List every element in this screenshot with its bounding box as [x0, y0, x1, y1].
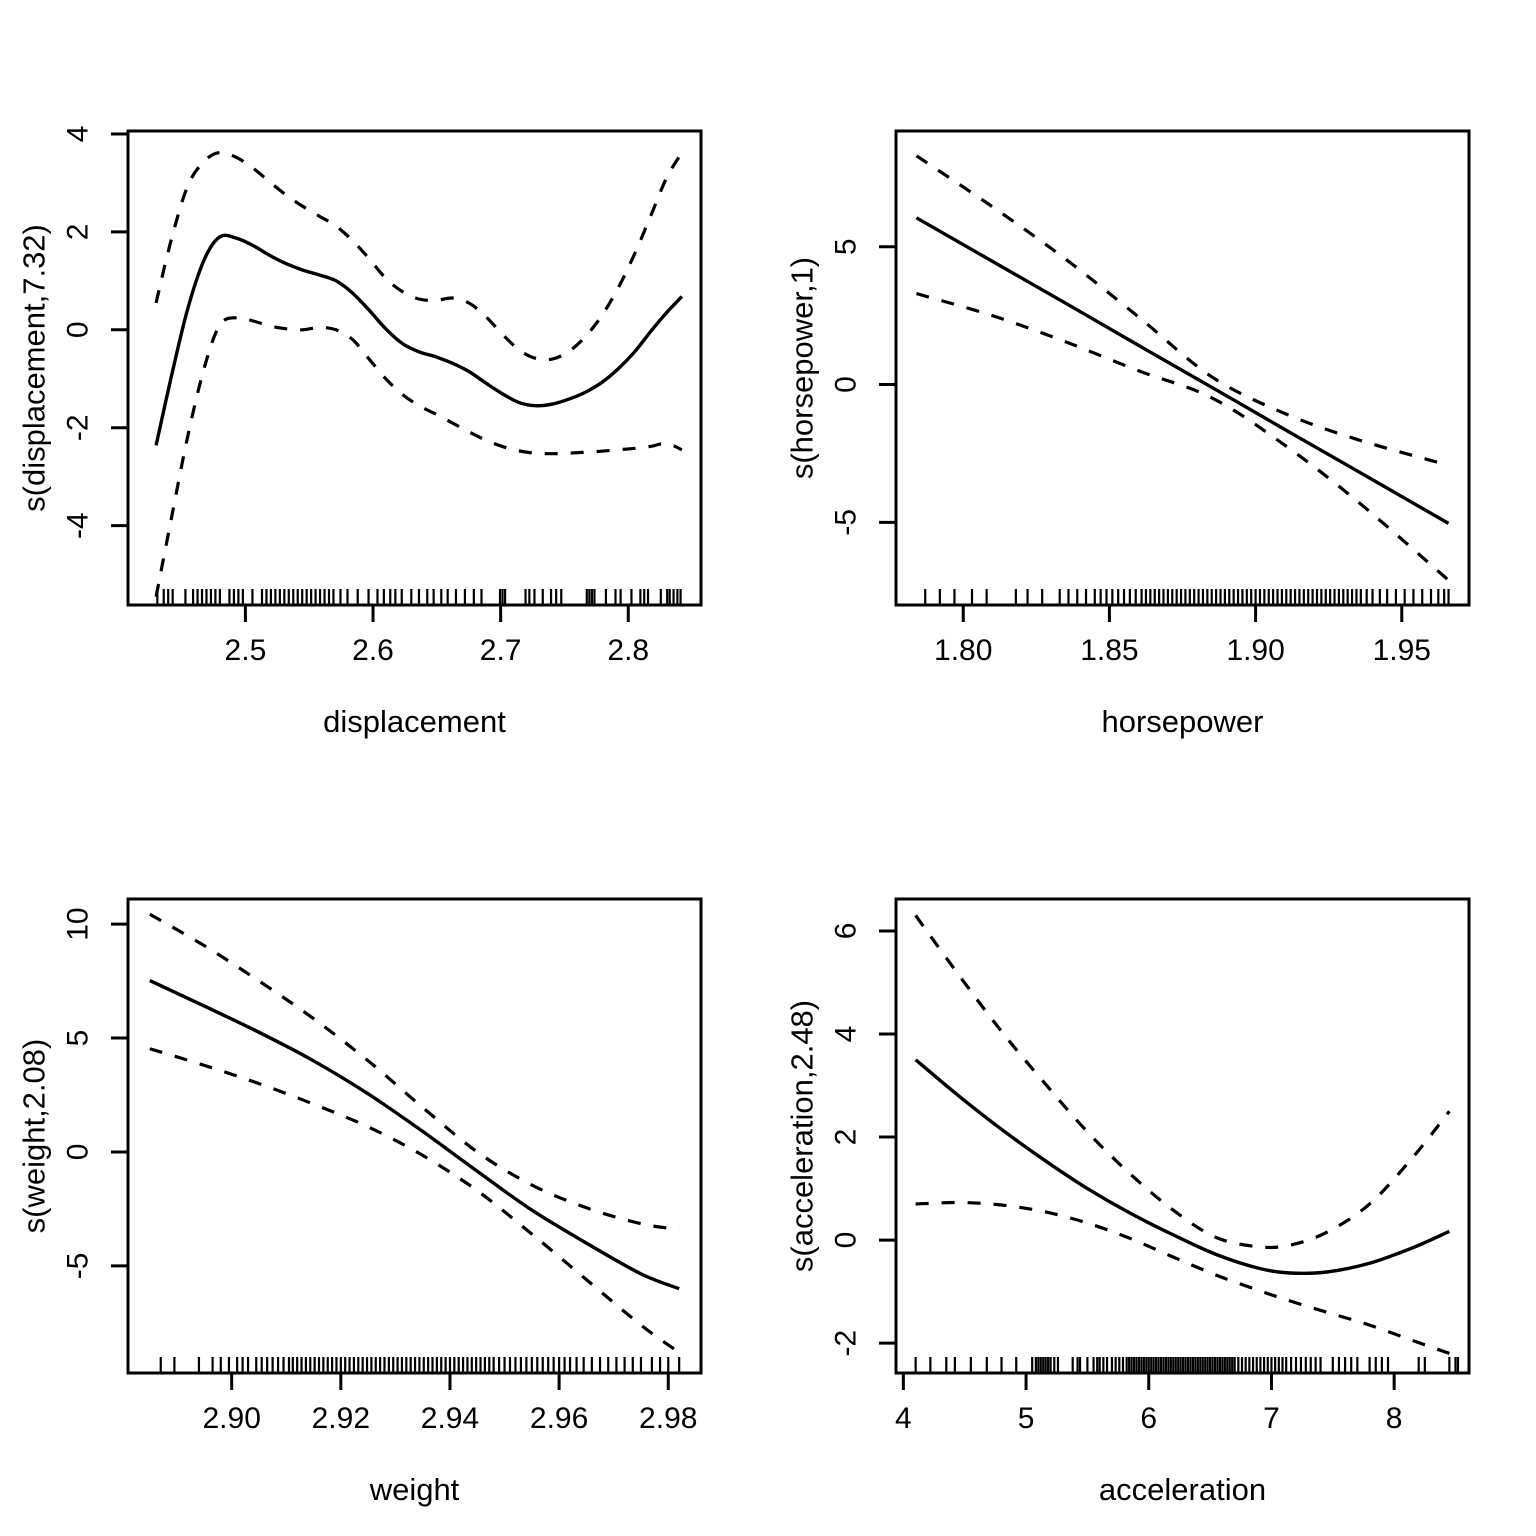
x-axis-title: horsepower [1102, 704, 1264, 739]
y-tick-label: 0 [830, 1232, 863, 1249]
y-axis-title: s(weight,2.08) [17, 1039, 52, 1234]
plot-box [894, 897, 1471, 1375]
y-tick-label: 6 [830, 923, 863, 940]
plot-box [894, 129, 1471, 607]
upper-ci-line [915, 154, 1449, 467]
x-tick-label: 8 [1386, 1402, 1403, 1435]
x-tick-label: 7 [1263, 1402, 1280, 1435]
rug-marks [156, 589, 682, 604]
fit-line [149, 979, 680, 1291]
lower-ci-line [149, 1047, 681, 1354]
y-tick-label: 2 [62, 224, 95, 241]
lower-ci-line [916, 292, 1450, 582]
fit-line [154, 233, 684, 446]
y-tick-label: 10 [62, 907, 95, 940]
x-axis-title: weight [369, 1472, 460, 1507]
y-axis-title: s(acceleration,2.48) [785, 1000, 820, 1272]
fit-line [914, 1058, 1451, 1276]
y-tick-label: 4 [62, 126, 95, 143]
x-tick-label: 5 [1018, 1402, 1035, 1435]
y-tick-label: 0 [830, 376, 863, 393]
y-tick-label: -5 [62, 1253, 95, 1280]
y-axis-title: s(horsepower,1) [785, 257, 820, 479]
x-axis-title: acceleration [1099, 1472, 1266, 1507]
lower-ci-line [915, 1200, 1450, 1355]
panel-s-acceleration: 4 5 6 7 8 -2 0 2 4 6 acceleration s(acceleration,2.… [768, 768, 1536, 1536]
x-tick-label: 2.90 [202, 1402, 260, 1435]
y-tick-label: 5 [830, 238, 863, 255]
y-tick-label: 0 [62, 321, 95, 338]
plot-box [126, 897, 703, 1375]
y-tick-label: 2 [830, 1129, 863, 1146]
plot-svg-acceleration: 4 5 6 7 8 -2 0 2 4 6 acceleration s(acceleration,2.… [785, 897, 1471, 1507]
y-tick-label: -5 [830, 509, 863, 536]
x-tick-label: 1.90 [1226, 634, 1284, 667]
x-tick-label: 2.94 [421, 1402, 479, 1435]
panel-s-horsepower: 1.80 1.85 1.90 1.95 -5 0 5 horsepower s(horsepow… [768, 0, 1536, 768]
panel-s-displacement: 2.5 2.6 2.7 2.8 -4 -2 0 2 4 displacement s(displac… [0, 0, 768, 768]
y-tick-label: -2 [830, 1330, 863, 1357]
y-tick-label: 0 [62, 1144, 95, 1161]
x-tick-label: 2.92 [312, 1402, 370, 1435]
panel-s-weight: 2.90 2.92 2.94 2.96 2.98 -5 0 5 10 weight s(weight… [0, 768, 768, 1536]
plot-svg-weight: 2.90 2.92 2.94 2.96 2.98 -5 0 5 10 weight s(weight… [17, 897, 703, 1507]
y-axis-title: s(displacement,7.32) [17, 224, 52, 512]
upper-ci-line [149, 912, 680, 1231]
upper-ci-line [914, 914, 1451, 1250]
x-axis-title: displacement [323, 704, 506, 739]
x-tick-label: 1.95 [1373, 634, 1431, 667]
x-tick-label: 2.7 [480, 634, 522, 667]
x-tick-label: 2.6 [352, 634, 394, 667]
rug-marks [924, 589, 1450, 604]
plot-svg-horsepower: 1.80 1.85 1.90 1.95 -5 0 5 horsepower s(horsepow… [785, 129, 1471, 739]
x-tick-label: 1.85 [1080, 634, 1138, 667]
x-tick-label: 2.98 [639, 1402, 697, 1435]
x-tick-label: 2.8 [607, 634, 649, 667]
x-tick-label: 2.96 [530, 1402, 588, 1435]
fit-line [915, 216, 1450, 525]
y-tick-label: 4 [830, 1026, 863, 1043]
y-tick-label: -4 [62, 512, 95, 539]
y-tick-label: -2 [62, 414, 95, 441]
rug-marks [914, 1357, 1460, 1372]
plot-box [126, 129, 703, 607]
x-tick-label: 6 [1140, 1402, 1157, 1435]
rug-marks [159, 1357, 681, 1372]
x-tick-label: 2.5 [225, 634, 267, 667]
plot-svg-displacement: 2.5 2.6 2.7 2.8 -4 -2 0 2 4 displacement s(displac… [17, 126, 703, 739]
y-tick-label: 5 [62, 1030, 95, 1047]
lower-ci-line [154, 315, 683, 597]
x-tick-label: 1.80 [934, 634, 992, 667]
upper-ci-line [154, 150, 684, 362]
x-tick-label: 4 [895, 1402, 912, 1435]
